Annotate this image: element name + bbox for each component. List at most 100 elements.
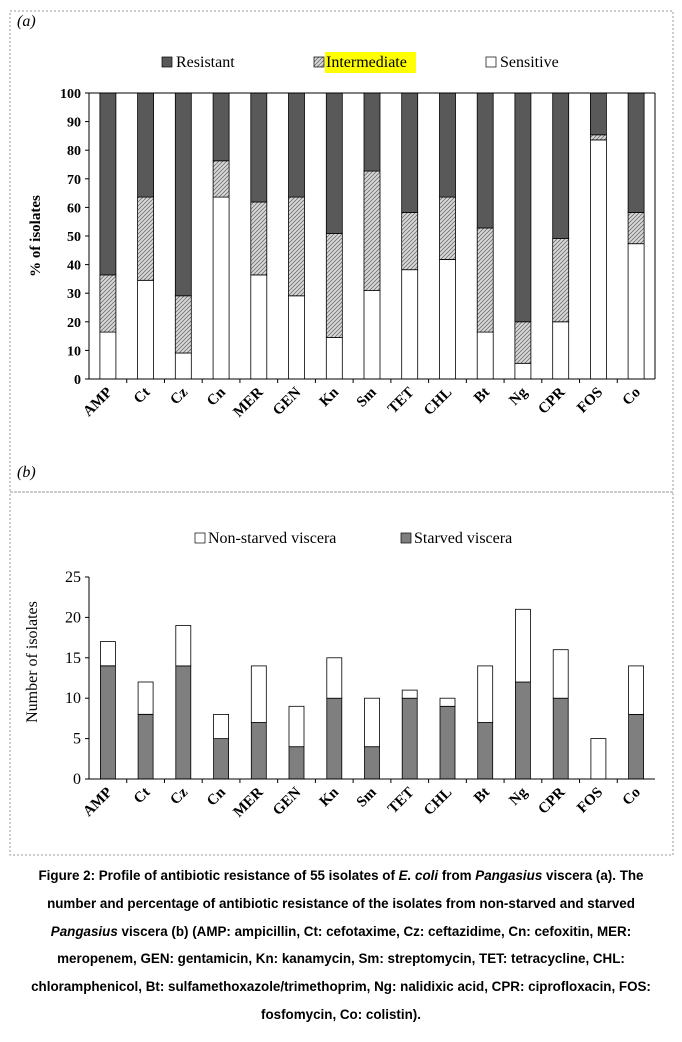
y-tick-label: 10 xyxy=(67,344,81,359)
bar-cz-sensitive xyxy=(174,352,192,380)
bar-co-intermediate xyxy=(627,212,645,245)
y-tick-label: 100 xyxy=(60,87,81,102)
x-category-label-cz: Cz xyxy=(167,384,191,408)
x-category-label-ng: Ng xyxy=(506,784,531,809)
legend-a-resistant: Resistant xyxy=(161,54,235,71)
bar-sm-resistant xyxy=(363,92,381,172)
legend-b-non-starved-swatch xyxy=(194,532,206,544)
chart-a-plot: 0 10 20 30 40 50 60 70 80 90 100 AMP Ct Cz Cn MER GEN Kn S… xyxy=(60,87,656,421)
bar-amp-non-starved-viscera xyxy=(100,641,116,667)
bar-cz-intermediate xyxy=(174,295,192,354)
x-category-label-ct: Ct xyxy=(131,785,154,808)
bar-ct-non-starved-viscera xyxy=(137,681,154,715)
panel-b-border xyxy=(9,491,674,856)
bar-co-non-starved-viscera xyxy=(628,665,644,715)
bar-bt-starved-viscera xyxy=(477,722,494,780)
y-tick-label: 30 xyxy=(67,287,81,302)
x-category-label-cpr: CPR xyxy=(535,784,568,817)
legend-b-starved-label: Starved viscera xyxy=(414,530,512,547)
bar-mer-starved-viscera xyxy=(250,722,267,780)
chart-a-ylabel: % of isolates xyxy=(28,195,44,277)
x-category-label-kn: Kn xyxy=(317,384,343,410)
bar-tet-non-starved-viscera xyxy=(401,689,418,699)
bar-bt-non-starved-viscera xyxy=(477,665,494,723)
bar-gen-starved-viscera xyxy=(288,746,305,780)
bar-co-resistant xyxy=(627,92,645,213)
legend-a-resistant-swatch xyxy=(161,56,173,68)
bar-cn-starved-viscera xyxy=(213,738,230,780)
x-category-label-fos: FOS xyxy=(574,785,606,817)
legend-b-non-starved-label: Non-starved viscera xyxy=(208,530,336,547)
bar-amp-starved-viscera xyxy=(100,665,116,780)
bar-cn-intermediate xyxy=(212,160,230,198)
bar-cz-starved-viscera xyxy=(175,665,192,780)
legend-b-starved: Starved viscera xyxy=(400,530,512,547)
x-category-label-bt: Bt xyxy=(471,785,493,807)
x-category-label-co: Co xyxy=(620,385,644,409)
bar-tet-intermediate xyxy=(401,212,419,271)
y-tick-label: 50 xyxy=(67,230,81,245)
bar-ct-intermediate xyxy=(137,196,155,281)
bar-ct-resistant xyxy=(137,92,155,198)
caption-part: Figure 2: Profile of antibiotic resistan… xyxy=(38,868,399,883)
bar-mer-resistant xyxy=(250,92,268,203)
bar-bt-sensitive xyxy=(476,331,494,380)
panel-b-label: (b) xyxy=(17,464,36,481)
y-tick-label: 90 xyxy=(67,116,81,131)
bar-kn-intermediate xyxy=(325,232,343,338)
y-tick-label: 20 xyxy=(67,316,81,331)
bar-ng-resistant xyxy=(514,92,532,323)
bar-sm-intermediate xyxy=(363,170,381,292)
y-tick-label: 80 xyxy=(67,144,81,159)
x-category-label-ng: Ng xyxy=(506,384,531,409)
legend-a-sensitive-swatch xyxy=(485,56,497,68)
caption-part: Pangasius xyxy=(50,923,118,939)
bar-mer-sensitive xyxy=(250,274,268,380)
bar-amp-intermediate xyxy=(99,274,117,333)
y-tick-label: 20 xyxy=(65,609,81,626)
y-tick-label: 70 xyxy=(67,173,81,188)
x-category-label-gen: GEN xyxy=(270,384,304,418)
bar-co-sensitive xyxy=(627,243,645,380)
x-category-label-mer: MER xyxy=(231,384,267,420)
bar-sm-starved-viscera xyxy=(364,746,380,780)
y-tick-label: 0 xyxy=(73,771,81,788)
bar-tet-resistant xyxy=(401,92,419,213)
bar-chl-resistant xyxy=(439,92,456,198)
y-tick-label: 25 xyxy=(65,569,81,586)
bar-cpr-intermediate xyxy=(552,238,570,323)
caption-part: E. coli xyxy=(398,868,439,883)
x-category-label-kn: Kn xyxy=(317,784,343,810)
legend-a-resistant-label: Resistant xyxy=(176,54,235,71)
bar-cn-sensitive xyxy=(212,196,230,380)
legend-b-starved-swatch xyxy=(400,532,412,544)
x-category-label-co: Co xyxy=(620,785,644,809)
bar-ct-starved-viscera xyxy=(137,714,154,780)
bar-kn-starved-viscera xyxy=(326,697,343,780)
legend-a-sensitive-label: Sensitive xyxy=(500,54,559,71)
bar-ct-sensitive xyxy=(137,279,155,380)
bar-cpr-starved-viscera xyxy=(552,697,569,780)
bar-cpr-resistant xyxy=(552,92,570,240)
chart-b-ylabel: Number of isolates xyxy=(24,601,41,723)
legend-b-non-starved: Non-starved viscera xyxy=(194,530,336,547)
bar-chl-non-starved-viscera xyxy=(439,697,456,707)
bar-co-starved-viscera xyxy=(628,714,644,780)
x-category-label-bt: Bt xyxy=(471,385,493,407)
caption-part: from xyxy=(438,868,476,883)
caption-part: viscera (b) (AMP: ampicillin, Ct: cefota… xyxy=(31,923,651,1022)
bar-cz-resistant xyxy=(174,92,192,297)
bar-kn-sensitive xyxy=(325,337,343,380)
bar-kn-non-starved-viscera xyxy=(326,657,343,699)
bar-ng-starved-viscera xyxy=(515,681,531,780)
bar-amp-resistant xyxy=(99,92,117,276)
bar-gen-non-starved-viscera xyxy=(288,705,305,748)
legend-a: Resistant Intermediate Sensitive xyxy=(161,52,559,73)
caption-part: Pangasius xyxy=(475,868,543,883)
bar-fos-non-starved-viscera xyxy=(590,738,607,780)
bar-chl-sensitive xyxy=(439,259,456,380)
bar-fos-sensitive xyxy=(590,139,607,380)
x-category-label-amp: AMP xyxy=(80,385,115,420)
x-category-label-sm: Sm xyxy=(354,384,380,410)
